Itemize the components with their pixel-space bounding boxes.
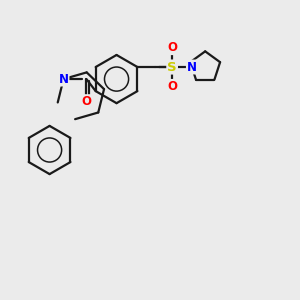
Text: O: O (81, 95, 92, 108)
Text: O: O (167, 80, 177, 93)
Text: N: N (187, 61, 197, 74)
Text: N: N (58, 73, 68, 85)
Text: S: S (167, 61, 177, 74)
Text: O: O (167, 41, 177, 54)
